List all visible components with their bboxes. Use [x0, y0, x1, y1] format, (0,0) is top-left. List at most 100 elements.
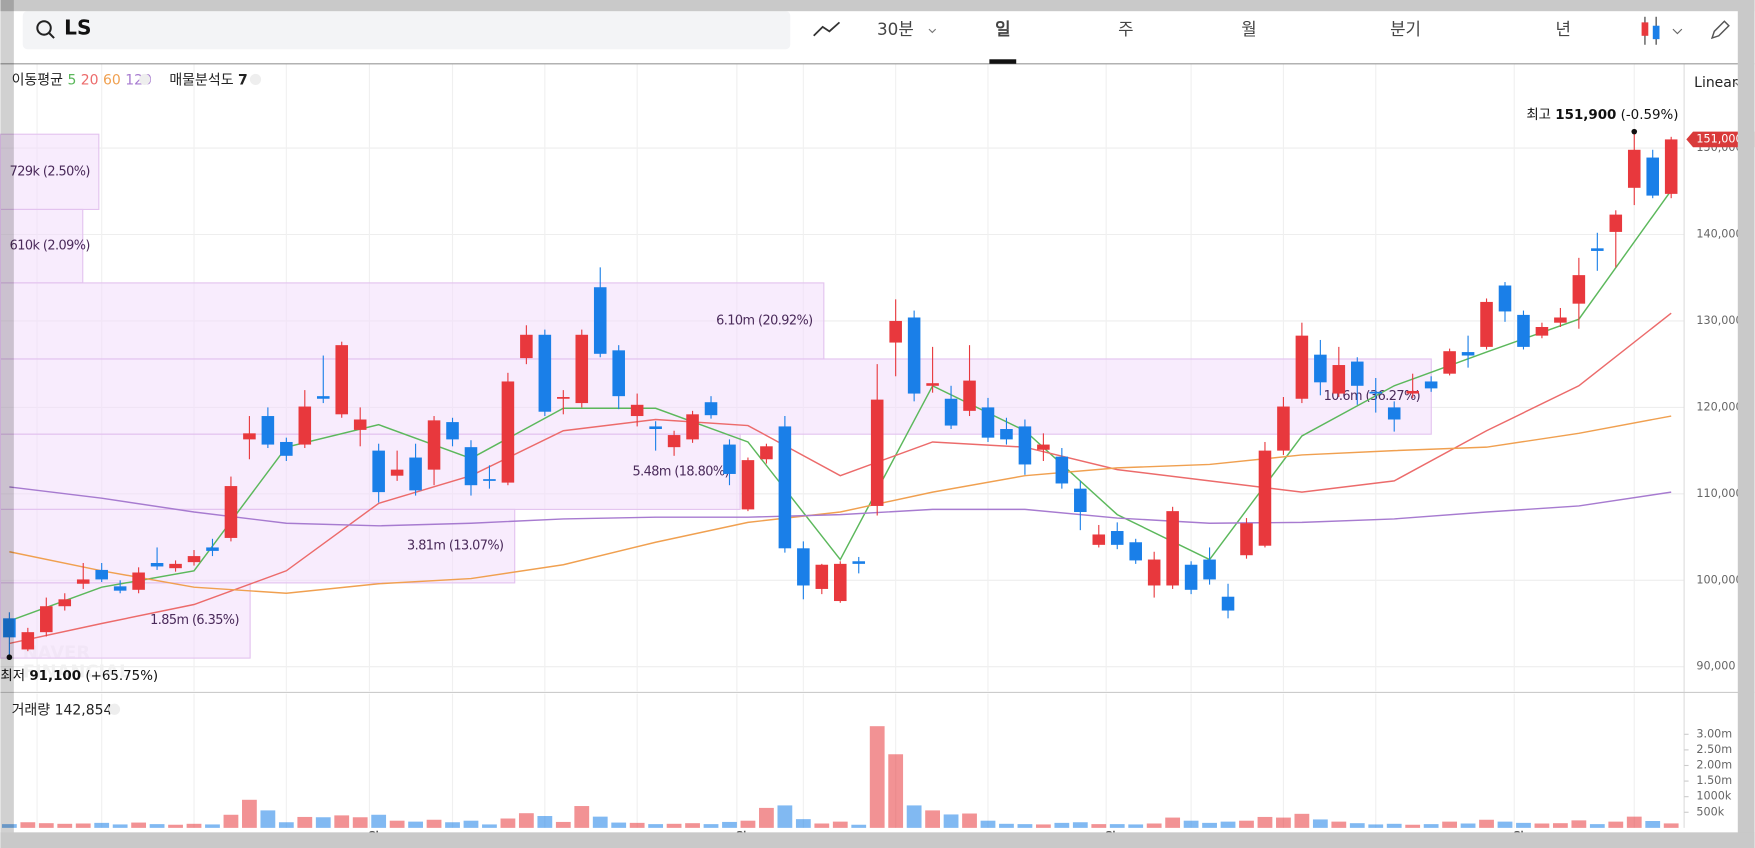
volume-bar [999, 823, 1014, 828]
search-box[interactable] [22, 11, 791, 50]
candle-body [316, 396, 330, 399]
volume-profile-label: 10.6m (36.27%) [1324, 389, 1420, 404]
volume-tick-label: 1.50m [1696, 774, 1732, 787]
candle-body [852, 561, 866, 564]
ma-legend-item: 60 [103, 73, 121, 89]
candle-body [427, 420, 441, 470]
volume-bar [1423, 824, 1439, 828]
frame [0, 0, 14, 848]
candle-body [1627, 149, 1641, 188]
volume-bar [925, 810, 940, 828]
period-tab[interactable]: 분기 [1390, 19, 1421, 39]
volume-bar [1239, 820, 1254, 828]
extreme-label-part: 최저 [0, 668, 25, 684]
candle-body [58, 599, 72, 607]
volume-bar [149, 824, 165, 828]
candle-icon[interactable] [1641, 22, 1649, 36]
volume-bar [574, 806, 590, 828]
period-tab[interactable]: 일 [995, 19, 1010, 39]
volume-legend: 거래량 142,854 [12, 702, 113, 718]
volume-bar [57, 823, 73, 828]
candle-body [704, 402, 718, 416]
candle-body [1351, 361, 1364, 386]
volume-bar [1017, 824, 1033, 828]
candle-body [575, 334, 589, 404]
volume-bar [648, 824, 664, 828]
candle-body [778, 426, 792, 549]
period-tab[interactable]: 년 [1556, 19, 1571, 39]
volume-bar [1183, 820, 1199, 828]
candle-body [889, 320, 902, 343]
volume-bar [94, 822, 110, 828]
moving-average-line [9, 312, 1672, 645]
volume-bar [1626, 816, 1642, 828]
volume-bar [1, 824, 17, 828]
candle-body [1314, 354, 1327, 383]
y-tick-label: 90,000 [1696, 660, 1735, 673]
volume-tick-label: 2.00m [1696, 758, 1732, 771]
candle-body [1387, 407, 1401, 420]
candle-body [3, 618, 16, 638]
candle-body [667, 435, 681, 448]
volume-bar [112, 824, 128, 828]
volume-bar [1571, 820, 1587, 828]
volume-bar [260, 810, 276, 828]
volume-bar [906, 805, 922, 828]
search-icon [48, 32, 55, 39]
volume-bar [888, 754, 904, 828]
candle-body [723, 444, 736, 474]
candle-icon[interactable] [1652, 25, 1660, 40]
candle-body [113, 586, 127, 591]
volume-bar [1589, 824, 1605, 828]
candle-body [1664, 139, 1678, 194]
volume-bar [1460, 823, 1476, 828]
volume-title: 거래량 [12, 702, 51, 718]
candle-body [833, 563, 847, 602]
volume-bar [334, 815, 350, 828]
candle-body [1572, 275, 1586, 304]
volume-bar [168, 824, 183, 828]
extreme-label: 최고 151,900 (-0.59%) [1526, 107, 1678, 123]
period-tab[interactable]: 30분 [877, 19, 914, 39]
volume-bar [1072, 822, 1088, 828]
dropdown-chevron[interactable] [928, 28, 937, 34]
period-tab[interactable]: 월 [1241, 19, 1256, 39]
edit-icon[interactable] [1710, 20, 1730, 40]
indicator-icon[interactable] [813, 21, 841, 37]
candle-body [557, 397, 570, 399]
volume-bar [500, 818, 516, 828]
close-button[interactable] [108, 703, 121, 715]
candle-body [206, 547, 219, 551]
candle-body [1037, 444, 1050, 450]
volume-profile-band [0, 282, 825, 360]
candle-body [1221, 596, 1235, 611]
candle-body [353, 419, 367, 430]
frame [1737, 0, 1755, 848]
frame [0, 832, 1755, 848]
volume-bar [518, 813, 534, 828]
scale-mode[interactable]: Linear [1694, 75, 1738, 91]
period-tab[interactable]: 주 [1118, 19, 1133, 39]
close-button[interactable] [139, 73, 151, 86]
candle-body [649, 426, 662, 430]
candle-body [1498, 285, 1512, 312]
candle-body [261, 416, 275, 445]
candle-body [1110, 531, 1124, 545]
volume-bar [1479, 819, 1494, 828]
candle-body [686, 414, 699, 440]
search-text[interactable]: LS [64, 16, 91, 40]
candle-body [1277, 406, 1290, 451]
candle-body [1203, 559, 1216, 580]
volume-bar [777, 805, 793, 828]
dropdown-chevron[interactable] [1672, 28, 1683, 35]
candle-body [1147, 559, 1161, 586]
y-tick-label: 110,000 [1696, 487, 1742, 500]
extreme-label-part: 91,100 [29, 669, 81, 684]
close-button[interactable] [249, 73, 262, 86]
volume-bar [740, 820, 756, 828]
volume-bar [795, 819, 811, 828]
candle-body [132, 572, 145, 590]
candle-body [1424, 381, 1438, 389]
volume-bar [1405, 824, 1421, 828]
